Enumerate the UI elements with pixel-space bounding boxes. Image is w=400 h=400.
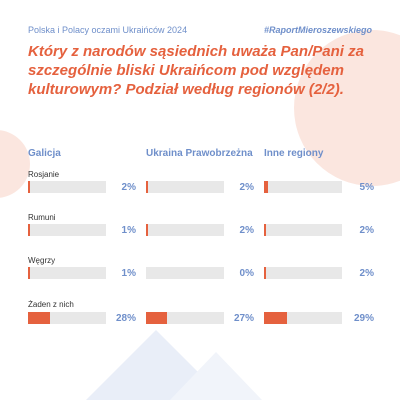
bar-track-inne-regiony-wegrzy (264, 267, 342, 279)
decor-circle-top-right (294, 30, 400, 186)
value-label-galicja-zaden-z-nich: 28% (115, 313, 136, 324)
bar-track-inne-regiony-rumuni (264, 224, 342, 236)
bar-track-ukraina-prawobrzezna-rumuni (146, 224, 224, 236)
bar-track-ukraina-prawobrzezna-rosjanie (146, 181, 224, 193)
bar-inne-regiony-zaden-z-nich (264, 312, 287, 324)
bar-ukraina-prawobrzezna-rosjanie (146, 181, 148, 193)
bar-track-inne-regiony-rosjanie (264, 181, 342, 193)
bar-galicja-rosjanie (28, 181, 30, 193)
bar-galicja-wegrzy (28, 267, 30, 279)
bar-galicja-rumuni (28, 224, 30, 236)
bar-inne-regiony-wegrzy (264, 267, 266, 279)
value-label-inne-regiony-wegrzy: 2% (359, 268, 374, 279)
value-label-galicja-rumuni: 1% (121, 225, 136, 236)
value-label-galicja-rosjanie: 2% (121, 182, 136, 193)
chart-title: Który z narodów sąsiednich uważa Pan/Pan… (28, 43, 364, 98)
value-label-ukraina-prawobrzezna-rumuni: 2% (239, 225, 254, 236)
category-label-wegrzy: Węgrzy (28, 256, 56, 265)
region-header-ukraina-prawobrzezna: Ukraina Prawobrzeżna (146, 148, 253, 159)
category-label-zaden-z-nich: Żaden z nich (28, 300, 74, 309)
report-series-label: Polska i Polacy oczami Ukraińców 2024 (28, 25, 188, 35)
bar-inne-regiony-rumuni (264, 224, 266, 236)
bar-track-ukraina-prawobrzezna-wegrzy (146, 267, 224, 279)
decor-circle-left (0, 130, 30, 198)
bar-track-galicja-wegrzy (28, 267, 106, 279)
bar-track-inne-regiony-zaden-z-nich (264, 312, 342, 324)
decor-triangle-bottom-2 (170, 352, 262, 400)
report-hashtag: #RaportMieroszewskiego (263, 25, 372, 35)
bar-track-ukraina-prawobrzezna-zaden-z-nich (146, 312, 224, 324)
category-label-rumuni: Rumuni (28, 213, 56, 222)
value-label-inne-regiony-rosjanie: 5% (359, 182, 374, 193)
bar-ukraina-prawobrzezna-zaden-z-nich (146, 312, 168, 324)
region-header-inne-regiony: Inne regiony (264, 148, 324, 159)
value-label-inne-regiony-rumuni: 2% (359, 225, 374, 236)
value-label-galicja-wegrzy: 1% (121, 268, 136, 279)
bar-track-galicja-rosjanie (28, 181, 106, 193)
value-label-ukraina-prawobrzezna-zaden-z-nich: 27% (233, 313, 254, 324)
bar-track-galicja-zaden-z-nich (28, 312, 106, 324)
value-label-ukraina-prawobrzezna-wegrzy: 0% (239, 268, 254, 279)
bar-track-galicja-rumuni (28, 224, 106, 236)
value-label-inne-regiony-zaden-z-nich: 29% (353, 313, 374, 324)
bar-galicja-zaden-z-nich (28, 312, 50, 324)
value-label-ukraina-prawobrzezna-rosjanie: 2% (239, 182, 254, 193)
region-header-galicja: Galicja (28, 148, 61, 159)
bar-ukraina-prawobrzezna-rumuni (146, 224, 148, 236)
bar-inne-regiony-rosjanie (264, 181, 268, 193)
category-label-rosjanie: Rosjanie (28, 170, 60, 179)
